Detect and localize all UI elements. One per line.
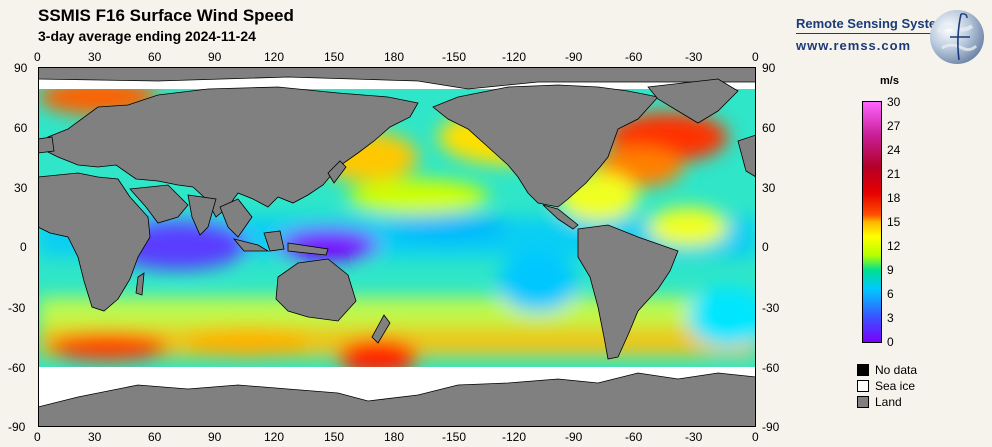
lon-label-top: -30 — [685, 50, 703, 64]
lon-label-bottom: 0 — [34, 430, 41, 444]
land-masses — [38, 67, 756, 427]
brand-underline — [796, 33, 946, 34]
lat-label-left: 0 — [20, 240, 27, 254]
colorbar-label: 21 — [887, 167, 901, 181]
lon-label-bottom: 60 — [148, 430, 162, 444]
lat-label-left: -30 — [8, 301, 26, 315]
lon-label-top: 90 — [208, 50, 222, 64]
lon-label-top: -60 — [625, 50, 643, 64]
legend-label: Land — [875, 394, 902, 409]
title: SSMIS F16 Surface Wind Speed — [38, 6, 294, 25]
lon-label-top: -150 — [442, 50, 467, 64]
legend-item-no-data: No data — [857, 362, 918, 377]
no-data-swatch — [857, 363, 869, 376]
colorbar-label: 9 — [887, 263, 894, 277]
lon-label-top: 150 — [324, 50, 345, 64]
lat-label-right: -30 — [762, 301, 780, 315]
lon-label-bottom: 0 — [752, 430, 759, 444]
lon-label-bottom: -120 — [502, 430, 527, 444]
colorbar-label: 0 — [887, 335, 894, 349]
wind-speed-map[interactable] — [38, 67, 756, 427]
legend-label: No data — [875, 362, 918, 377]
legend-item-land: Land — [857, 394, 902, 409]
lat-label-right: 30 — [762, 181, 776, 195]
lon-label-top: -90 — [565, 50, 583, 64]
lat-label-right: -90 — [762, 420, 780, 434]
lon-label-bottom: -90 — [565, 430, 583, 444]
lon-label-top: 60 — [148, 50, 162, 64]
lon-label-top: 120 — [264, 50, 285, 64]
lon-label-bottom: -60 — [625, 430, 643, 444]
lat-label-left: -90 — [8, 420, 26, 434]
lon-label-bottom: 150 — [324, 430, 345, 444]
lat-label-left: 60 — [14, 121, 28, 135]
subtitle: 3-day average ending 2024-11-24 — [38, 28, 256, 44]
lon-label-bottom: 180 — [384, 430, 405, 444]
lon-label-top: 30 — [88, 50, 102, 64]
colorbar-label: 18 — [887, 191, 901, 205]
lon-label-bottom: 90 — [208, 430, 222, 444]
lon-label-bottom: -150 — [442, 430, 467, 444]
lon-label-top: -120 — [502, 50, 527, 64]
lat-label-right: -60 — [762, 361, 780, 375]
land-swatch — [857, 395, 869, 408]
lat-label-left: 30 — [14, 181, 28, 195]
lon-label-top: 0 — [752, 50, 759, 64]
colorbar-label: 3 — [887, 311, 894, 325]
colorbar-label: 27 — [887, 119, 901, 133]
colorbar-unit: m/s — [880, 75, 899, 87]
colorbar-label: 30 — [887, 95, 901, 109]
lat-label-right: 60 — [762, 121, 776, 135]
brand-name[interactable]: Remote Sensing Systems — [796, 16, 955, 31]
lat-label-left: 90 — [14, 61, 28, 75]
lat-label-left: -60 — [8, 361, 26, 375]
lat-label-right: 90 — [762, 61, 776, 75]
colorbar — [862, 101, 882, 343]
lon-label-top: 0 — [34, 50, 41, 64]
legend-item-sea-ice: Sea ice — [857, 378, 916, 393]
lon-label-bottom: -30 — [685, 430, 703, 444]
colorbar-label: 6 — [887, 287, 894, 301]
lon-label-bottom: 30 — [88, 430, 102, 444]
colorbar-label: 12 — [887, 239, 901, 253]
legend-label: Sea ice — [875, 378, 916, 393]
colorbar-label: 15 — [887, 215, 901, 229]
colorbar-label: 24 — [887, 143, 901, 157]
brand-url[interactable]: www.remss.com — [796, 38, 912, 53]
lon-label-top: 180 — [384, 50, 405, 64]
lon-label-bottom: 120 — [264, 430, 285, 444]
lat-label-right: 0 — [762, 240, 769, 254]
sea-ice-swatch — [857, 379, 869, 392]
globe-logo-icon — [930, 10, 984, 64]
